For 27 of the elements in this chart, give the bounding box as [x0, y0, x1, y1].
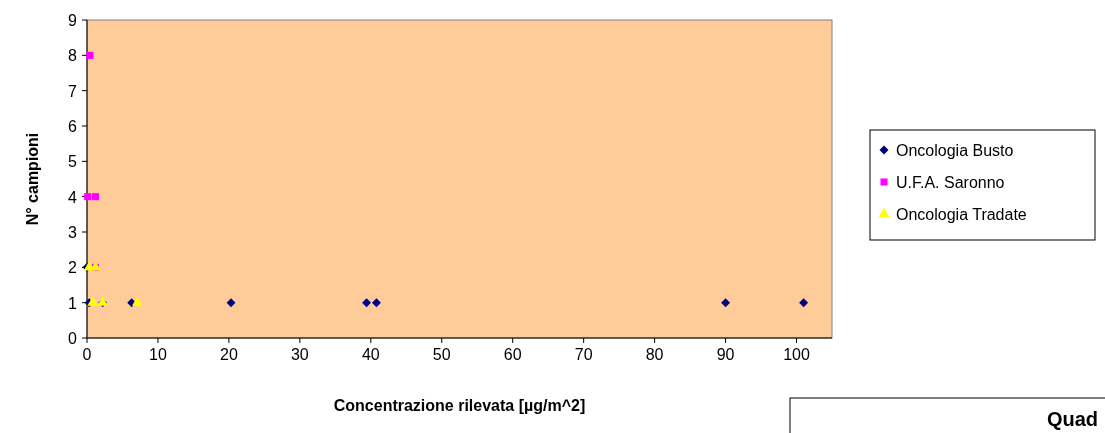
x-tick-label: 10: [149, 346, 167, 363]
y-axis-title: N° campioni: [24, 132, 41, 226]
legend-label: Oncologia Tradate: [896, 206, 1027, 223]
y-tick-label: 0: [68, 330, 78, 347]
x-tick-label: 60: [503, 346, 522, 363]
y-tick-label: 2: [68, 259, 78, 277]
x-tick-label: 40: [361, 346, 380, 363]
x-tick-label: 90: [716, 346, 735, 363]
legend-label: Oncologia Busto: [896, 142, 1014, 159]
x-axis-title: Concentrazione rilevata [µg/m^2]: [333, 397, 586, 414]
y-tick-label: 7: [68, 82, 78, 100]
x-tick-label: 70: [574, 346, 593, 363]
y-tick-label: 5: [68, 153, 78, 171]
legend-label: U.F.A. Saronno: [896, 174, 1005, 191]
x-tick-label: 20: [220, 346, 238, 363]
x-tick-label: 80: [645, 346, 664, 363]
y-tick-label: 4: [68, 188, 78, 206]
x-tick-label: 100: [783, 346, 810, 363]
x-tick-label: 0: [82, 346, 92, 363]
y-tick-label: 6: [68, 118, 78, 135]
y-tick-label: 1: [68, 294, 78, 312]
x-tick-label: 50: [432, 346, 451, 363]
x-tick-label: 30: [290, 346, 309, 363]
y-tick-label: 8: [68, 47, 78, 65]
y-tick-label: 3: [68, 224, 78, 241]
text: Quad: [1046, 408, 1098, 430]
y-tick-label: 9: [68, 12, 78, 29]
